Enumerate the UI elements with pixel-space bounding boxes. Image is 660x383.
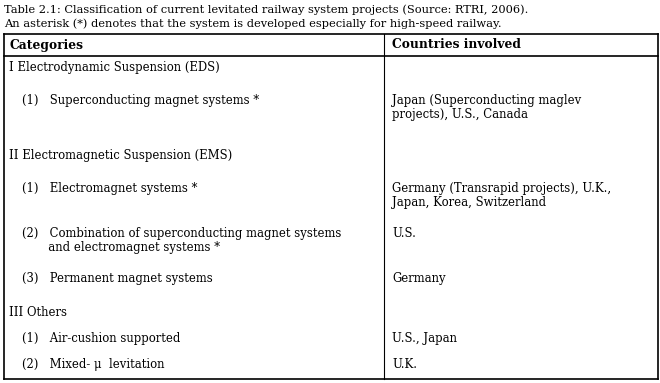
Text: Japan (Superconducting maglev: Japan (Superconducting maglev (392, 94, 581, 107)
Text: (3)   Permanent magnet systems: (3) Permanent magnet systems (22, 272, 213, 285)
Text: III Others: III Others (9, 306, 67, 319)
Text: (2)   Combination of superconducting magnet systems: (2) Combination of superconducting magne… (22, 227, 342, 240)
Text: II Electromagnetic Suspension (EMS): II Electromagnetic Suspension (EMS) (9, 149, 232, 162)
Text: U.S.: U.S. (392, 227, 416, 240)
Text: Germany (Transrapid projects), U.K.,: Germany (Transrapid projects), U.K., (392, 182, 611, 195)
Text: Japan, Korea, Switzerland: Japan, Korea, Switzerland (392, 196, 546, 209)
Text: Table 2.1: Classification of current levitated railway system projects (Source: : Table 2.1: Classification of current lev… (4, 4, 529, 15)
Text: (1)   Superconducting magnet systems *: (1) Superconducting magnet systems * (22, 94, 259, 107)
Text: Categories: Categories (9, 39, 83, 51)
Text: projects), U.S., Canada: projects), U.S., Canada (392, 108, 528, 121)
Text: U.K.: U.K. (392, 358, 417, 371)
Text: U.S., Japan: U.S., Japan (392, 332, 457, 345)
Text: I Electrodynamic Suspension (EDS): I Electrodynamic Suspension (EDS) (9, 61, 220, 74)
Text: An asterisk (*) denotes that the system is developed especially for high-speed r: An asterisk (*) denotes that the system … (4, 18, 502, 29)
Text: (1)   Electromagnet systems *: (1) Electromagnet systems * (22, 182, 198, 195)
Text: Germany: Germany (392, 272, 446, 285)
Text: and electromagnet systems *: and electromagnet systems * (22, 241, 220, 254)
Text: Countries involved: Countries involved (392, 39, 521, 51)
Text: (2)   Mixed- μ  levitation: (2) Mixed- μ levitation (22, 358, 165, 371)
Text: (1)   Air-cushion supported: (1) Air-cushion supported (22, 332, 181, 345)
